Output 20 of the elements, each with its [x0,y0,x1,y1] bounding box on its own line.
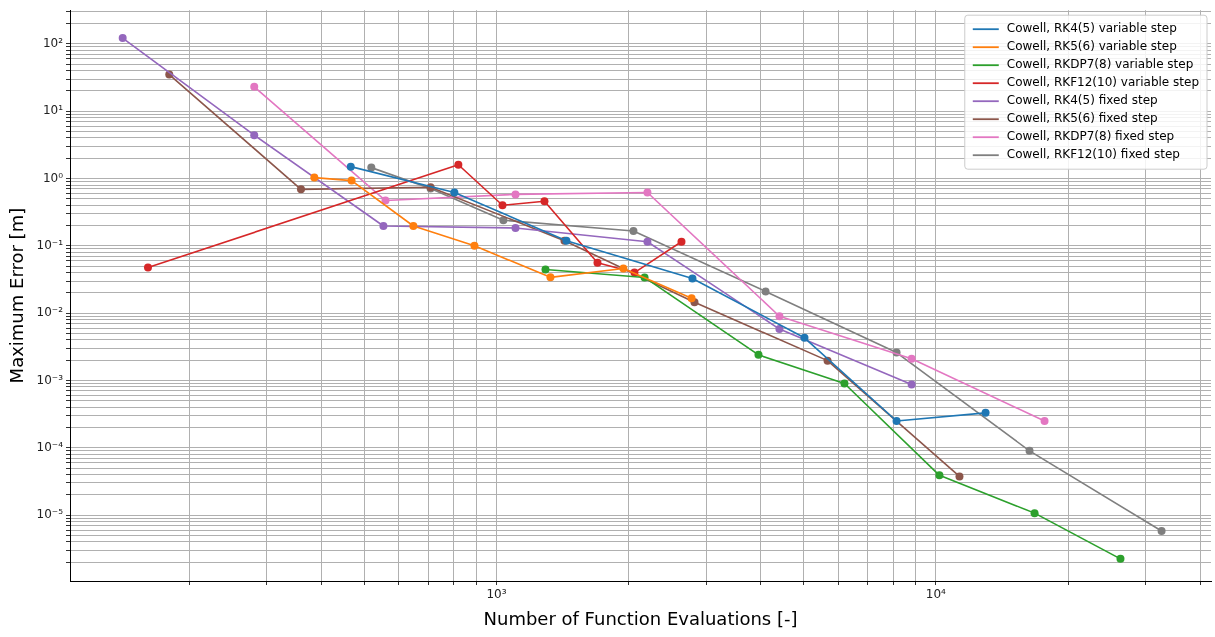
y-tick-label: 10⁰ [42,170,64,185]
legend-label: Cowell, RK5(6) fixed step [1006,111,1158,126]
y-tick-label: 10⁻⁴ [36,439,64,454]
y-tick-label: 10² [42,35,64,50]
y-tick-label: 10¹ [42,103,64,118]
legend-label: Cowell, RK4(5) fixed step [1006,93,1158,108]
y-tick-label: 10⁻³ [36,372,64,387]
x-axis-title: Number of Function Evaluations [-] [483,607,798,629]
x-tick-label: 10⁴ [925,587,947,602]
legend-label: Cowell, RKDP7(8) variable step [1006,57,1194,72]
y-axis-title: Maximum Error [m] [6,207,28,384]
y-tick-label: 10⁻² [36,305,64,320]
legend-label: Cowell, RKDP7(8) fixed step [1006,129,1175,144]
x-tick-label: 10³ [486,587,507,602]
legend-label: Cowell, RK4(5) variable step [1006,21,1177,36]
y-tick-label: 10⁻¹ [36,237,64,252]
legend-label: Cowell, RKF12(10) variable step [1006,75,1200,90]
y-tick-label: 10⁻⁵ [36,507,64,522]
legend-label: Cowell, RK5(6) variable step [1006,39,1177,54]
legend-label: Cowell, RKF12(10) fixed step [1006,147,1180,162]
